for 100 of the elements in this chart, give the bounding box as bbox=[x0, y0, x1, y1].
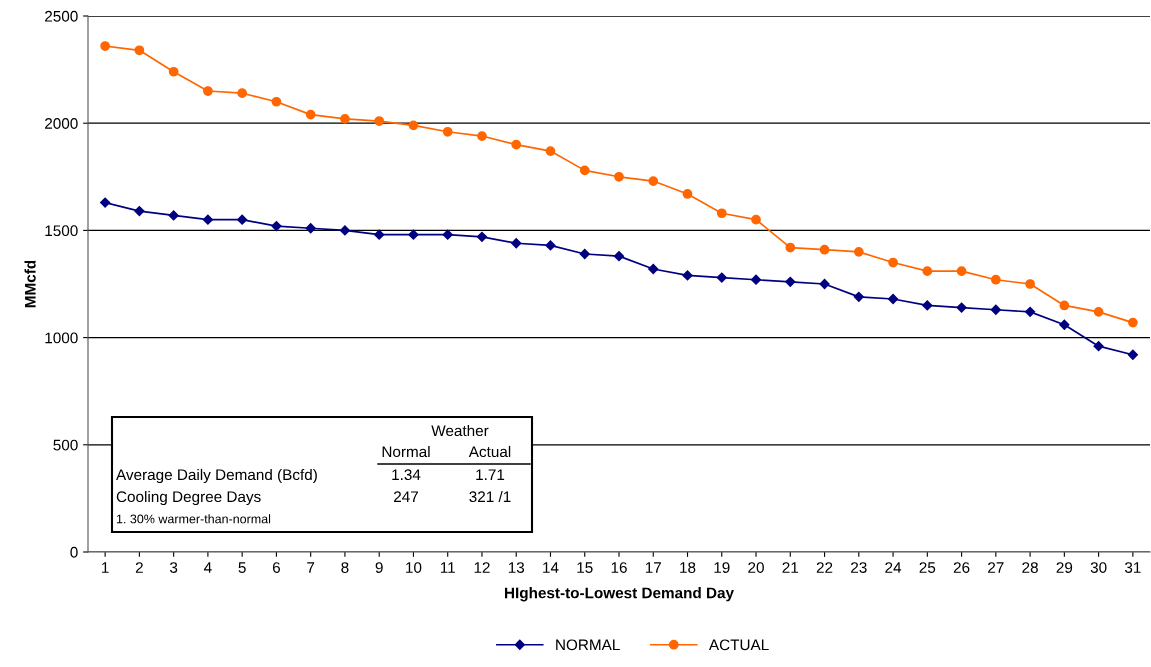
x-tick-label: 25 bbox=[919, 562, 936, 573]
point bbox=[613, 251, 625, 262]
annotation: 1.34 bbox=[392, 469, 421, 481]
point bbox=[305, 223, 316, 234]
point bbox=[168, 66, 179, 77]
y-tick-label: 2000 bbox=[45, 118, 78, 129]
point bbox=[853, 246, 864, 257]
x-tick-label: 29 bbox=[1056, 562, 1073, 573]
point bbox=[305, 109, 316, 120]
x-tick-label: 17 bbox=[645, 562, 661, 573]
point bbox=[511, 139, 522, 150]
point bbox=[237, 88, 248, 99]
point bbox=[614, 171, 624, 182]
x-tick-label: 3 bbox=[169, 562, 178, 573]
y-tick-label: 500 bbox=[53, 439, 78, 451]
x-tick-label: 6 bbox=[272, 562, 280, 573]
point bbox=[579, 248, 590, 260]
point bbox=[682, 189, 693, 199]
x-tick-label: 7 bbox=[307, 562, 315, 573]
point bbox=[134, 205, 145, 217]
annotation: 1. 30% warmer-than-normal bbox=[116, 514, 271, 524]
point bbox=[545, 240, 556, 251]
point bbox=[477, 131, 487, 141]
x-tick-label: 5 bbox=[238, 562, 246, 573]
x-tick-label: 13 bbox=[508, 562, 525, 573]
point bbox=[408, 229, 419, 240]
x-tick-label: 9 bbox=[375, 562, 383, 573]
x-tick-label: 18 bbox=[680, 562, 696, 573]
point bbox=[853, 291, 864, 302]
point bbox=[271, 96, 282, 107]
point bbox=[922, 266, 933, 276]
point bbox=[202, 214, 214, 225]
x-tick-label: 16 bbox=[611, 562, 627, 573]
x-tick-label: 28 bbox=[1022, 562, 1038, 573]
point bbox=[716, 208, 727, 219]
x-tick-label: 4 bbox=[204, 562, 212, 573]
annotation: Actual bbox=[468, 445, 511, 458]
point bbox=[442, 229, 453, 240]
point bbox=[168, 210, 179, 221]
point bbox=[511, 238, 522, 249]
point bbox=[1127, 349, 1138, 360]
x-tick-label: 12 bbox=[474, 562, 490, 573]
legend-label: ACTUAL bbox=[708, 639, 769, 651]
point bbox=[579, 165, 590, 176]
x-axis-title: HIghest-to-Lowest Demand Day bbox=[505, 587, 734, 602]
point bbox=[442, 126, 453, 137]
point bbox=[203, 86, 213, 96]
point bbox=[648, 263, 659, 275]
point bbox=[716, 272, 727, 283]
point bbox=[339, 225, 351, 236]
x-tick-label: 22 bbox=[816, 562, 833, 573]
y-tick-label: 1500 bbox=[45, 225, 78, 237]
x-tick-label: 2 bbox=[135, 562, 143, 573]
point bbox=[990, 304, 1001, 315]
point bbox=[408, 120, 419, 131]
x-tick-label: 10 bbox=[406, 562, 422, 573]
x-tick-label: 14 bbox=[543, 562, 559, 573]
point bbox=[888, 257, 898, 268]
point bbox=[956, 266, 967, 276]
x-tick-label: 30 bbox=[1090, 562, 1107, 573]
x-tick-label: 21 bbox=[782, 562, 799, 573]
x-tick-label: 27 bbox=[988, 562, 1004, 573]
x-tick-label: 19 bbox=[714, 562, 730, 573]
x-tick-label: 31 bbox=[1124, 562, 1141, 573]
y-tick-label: 1000 bbox=[45, 332, 78, 344]
point bbox=[750, 274, 762, 285]
x-tick-label: 24 bbox=[885, 562, 902, 573]
point bbox=[1059, 300, 1070, 311]
point bbox=[271, 220, 282, 232]
y-tick-label: 2500 bbox=[45, 10, 78, 22]
point bbox=[1128, 317, 1138, 328]
point bbox=[134, 45, 145, 56]
annotation: Weather bbox=[431, 424, 489, 437]
point bbox=[1093, 307, 1104, 317]
point bbox=[100, 41, 110, 51]
point bbox=[648, 176, 659, 186]
x-tick-label: 11 bbox=[440, 562, 455, 573]
annotation: 247 bbox=[394, 491, 418, 502]
point bbox=[237, 214, 248, 225]
point bbox=[374, 229, 385, 240]
point bbox=[340, 114, 350, 124]
x-tick-label: 1 bbox=[102, 562, 109, 573]
x-tick-label: 26 bbox=[953, 562, 970, 573]
point bbox=[956, 302, 967, 313]
point bbox=[751, 214, 761, 225]
point bbox=[785, 242, 796, 253]
point bbox=[476, 231, 488, 242]
point bbox=[785, 276, 796, 287]
annotation: Normal bbox=[382, 445, 430, 458]
point bbox=[682, 270, 693, 281]
point bbox=[819, 244, 830, 255]
x-tick-label: 23 bbox=[851, 562, 867, 573]
x-tick-label: 20 bbox=[748, 562, 764, 573]
point bbox=[887, 293, 899, 305]
point bbox=[374, 116, 385, 126]
annotation: Cooling Degree Days bbox=[116, 490, 261, 506]
point bbox=[1093, 341, 1104, 352]
annotation: 1.71 bbox=[476, 469, 505, 480]
x-tick-label: 8 bbox=[341, 562, 349, 573]
annotation: 321 /1 bbox=[469, 490, 511, 503]
